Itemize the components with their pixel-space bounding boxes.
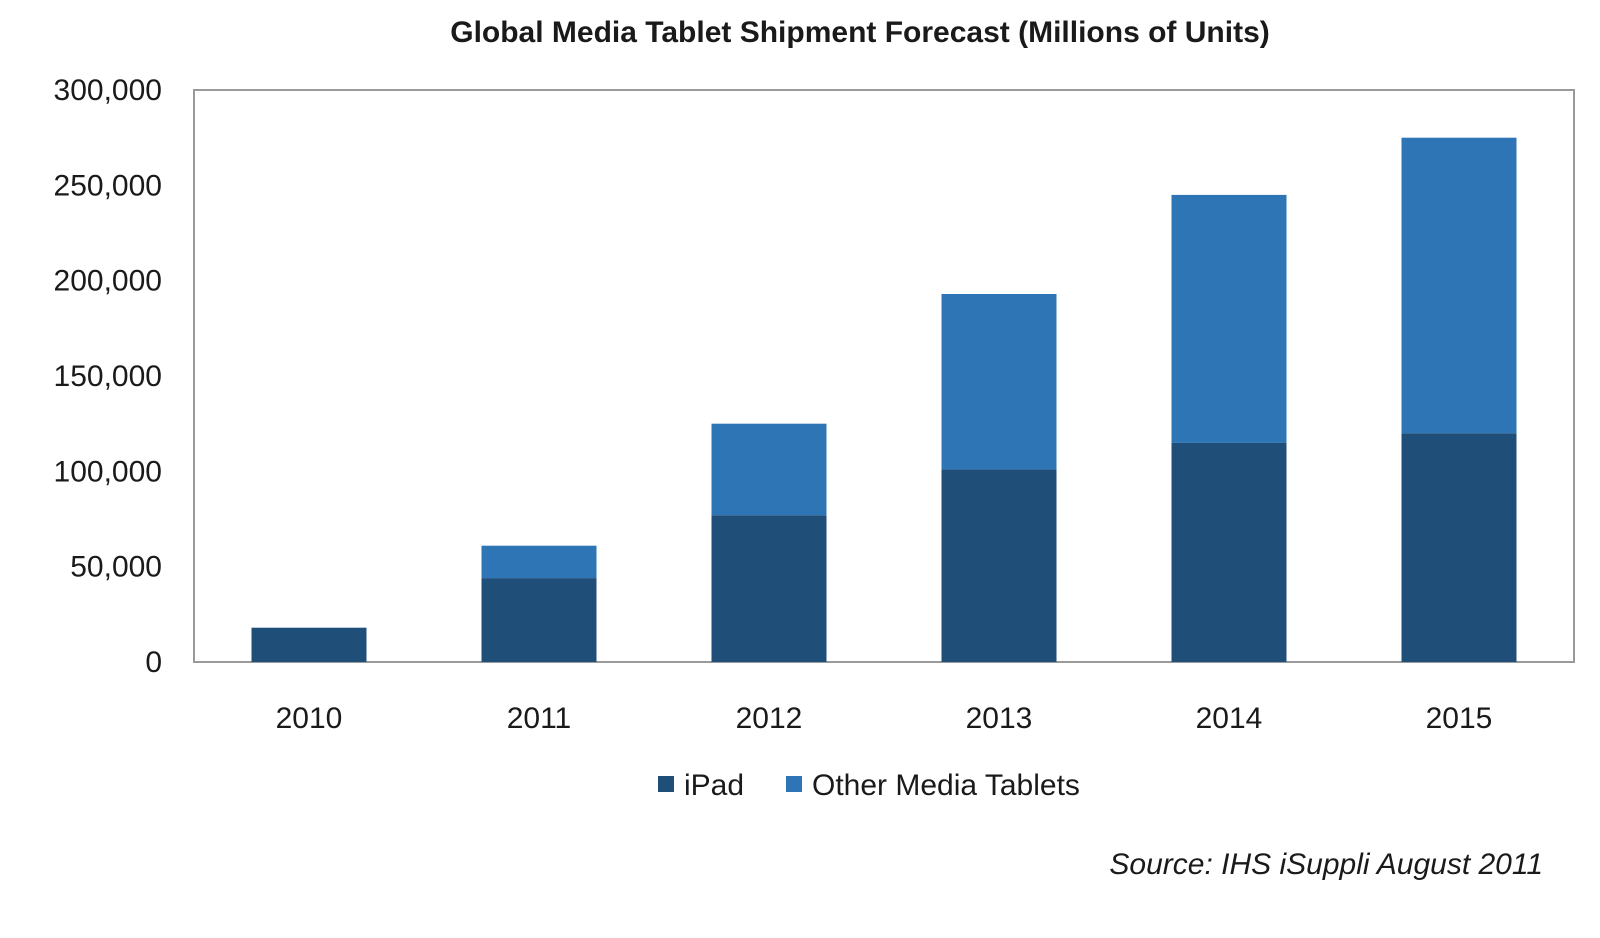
- y-tick-label: 0: [145, 646, 162, 679]
- bars-layer: [251, 137, 1517, 662]
- y-tick-label: 250,000: [54, 169, 162, 202]
- y-tick-label: 300,000: [54, 74, 162, 107]
- y-tick-label: 200,000: [54, 265, 162, 298]
- legend-label-ipad: iPad: [684, 769, 744, 802]
- bar-ipad-2013: [941, 469, 1057, 662]
- bar-ipad-2015: [1401, 433, 1517, 662]
- bar-ipad-2010: [251, 627, 367, 662]
- x-axis: 2010 2011 2012 2013 2014 2015: [276, 702, 1493, 735]
- x-tick-label: 2014: [1196, 702, 1263, 735]
- legend-label-other-media-tablets: Other Media Tablets: [812, 769, 1080, 802]
- bar-ipad-2012: [711, 515, 827, 662]
- y-tick-label: 150,000: [54, 360, 162, 393]
- y-tick-label: 50,000: [70, 551, 162, 584]
- bar-other-media-tablets-2014: [1171, 194, 1287, 443]
- legend-swatch-ipad: [658, 776, 674, 792]
- x-tick-label: 2010: [276, 702, 343, 735]
- bar-ipad-2014: [1171, 442, 1287, 662]
- legend-swatch-other-media-tablets: [786, 776, 802, 792]
- y-axis: 0 50,000 100,000 150,000 200,000 250,000 300,0…: [54, 74, 162, 679]
- plot-frame: [193, 89, 1575, 663]
- y-tick-label: 100,000: [54, 455, 162, 488]
- legend: iPad Other Media Tablets: [658, 769, 1080, 802]
- bar-other-media-tablets-2013: [941, 294, 1057, 470]
- bar-other-media-tablets-2011: [481, 545, 597, 579]
- x-tick-label: 2015: [1426, 702, 1493, 735]
- x-tick-label: 2012: [736, 702, 803, 735]
- chart-title: Global Media Tablet Shipment Forecast (M…: [450, 16, 1270, 49]
- source-note: Source: IHS iSuppli August 2011: [1109, 848, 1543, 881]
- x-tick-label: 2013: [966, 702, 1033, 735]
- bar-other-media-tablets-2012: [711, 423, 827, 516]
- bar-ipad-2011: [481, 578, 597, 662]
- bar-other-media-tablets-2015: [1401, 137, 1517, 434]
- x-tick-label: 2011: [507, 702, 572, 735]
